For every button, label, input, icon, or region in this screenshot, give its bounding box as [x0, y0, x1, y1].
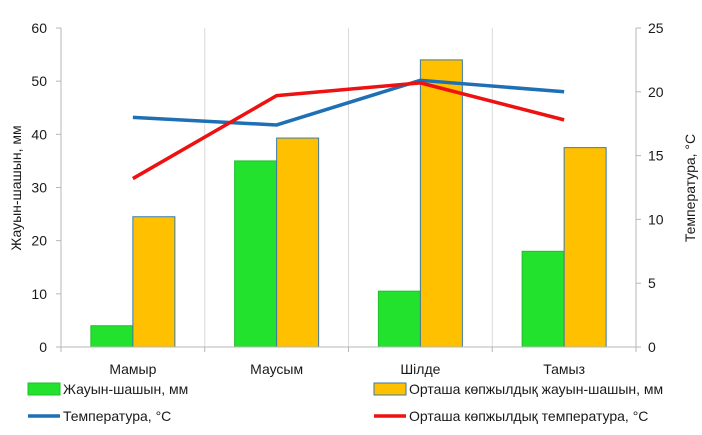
right-axis-ticks: 0 5 10 15 20 25	[648, 20, 664, 355]
left-tick-label: 20	[31, 233, 47, 249]
axes	[56, 27, 641, 352]
right-tick-label: 20	[648, 84, 664, 100]
right-axis-title: Температура, °C	[682, 134, 698, 242]
left-tick-label: 30	[31, 180, 47, 196]
bar	[276, 137, 320, 348]
bar	[419, 59, 463, 348]
left-tick-label: 0	[39, 339, 47, 355]
bar	[90, 325, 134, 348]
legend-label: Орташа көпжылдық жауын-шашын, мм	[409, 381, 663, 397]
category-label: Тамыз	[543, 361, 585, 377]
category-label: Шілде	[400, 361, 440, 377]
category-label: Мамыр	[109, 361, 156, 377]
right-tick-label: 25	[648, 20, 664, 36]
legend-swatch	[373, 382, 407, 396]
bar	[234, 160, 278, 348]
series-line	[132, 81, 565, 181]
legend-label: Температура, °C	[63, 408, 171, 424]
right-tick-label: 15	[648, 148, 664, 164]
left-axis-ticks: 0 10 20 30 40 50 60	[31, 20, 47, 355]
category-label: Маусым	[250, 361, 303, 377]
legend-label: Орташа көпжылдық температура, °C	[409, 408, 648, 424]
left-tick-label: 10	[31, 286, 47, 302]
left-axis-title: Жауын-шашын, мм	[8, 125, 24, 250]
bar-marks	[90, 59, 607, 348]
series-line	[132, 78, 565, 127]
bar	[563, 147, 607, 348]
left-tick-label: 50	[31, 73, 47, 89]
category-ticks: Мамыр Маусым Шілде Тамыз	[109, 361, 585, 377]
bar	[521, 250, 565, 348]
line-marks	[132, 78, 565, 181]
left-tick-label: 40	[31, 126, 47, 142]
right-tick-label: 0	[648, 339, 656, 355]
right-tick-label: 10	[648, 211, 664, 227]
legend: Жауын-шашын, мм Орташа көпжылдық жауын-ша…	[27, 381, 663, 424]
grid-lines	[204, 28, 493, 347]
bar	[132, 216, 176, 348]
bar	[377, 290, 421, 348]
legend-swatch	[27, 382, 61, 396]
left-tick-label: 60	[31, 20, 47, 36]
right-tick-label: 5	[648, 275, 656, 291]
legend-label: Жауын-шашын, мм	[63, 381, 188, 397]
